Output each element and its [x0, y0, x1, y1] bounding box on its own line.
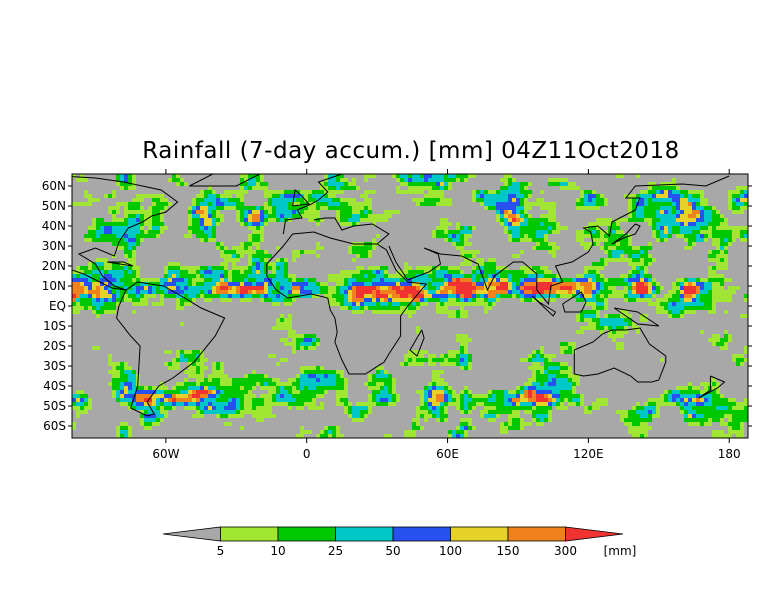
colorbar-level-label: 100	[439, 544, 462, 558]
lat-tick-label: 20S	[43, 339, 66, 353]
coastline-segment	[698, 375, 726, 399]
coastline-segment	[292, 189, 311, 207]
lat-tick-label: 10N	[42, 279, 66, 293]
colorbar-high-triangle	[565, 526, 624, 542]
coastline-segment	[573, 327, 667, 383]
coastline-segment	[72, 176, 179, 291]
rainfall-field	[72, 174, 748, 438]
colorbar-low-triangle	[162, 526, 221, 542]
lat-tick-label: EQ	[49, 299, 66, 313]
lat-tick-label: 60N	[42, 179, 66, 193]
coastline-segment	[116, 281, 226, 417]
colorbar-level-label: 25	[328, 544, 343, 558]
lon-tick-label: 120E	[573, 447, 604, 461]
colorbar-unit-label: [mm]	[604, 544, 637, 558]
colorbar-level-label: 300	[554, 544, 577, 558]
coastline-segment	[266, 231, 428, 375]
lon-tick-label: 180	[718, 447, 741, 461]
longitude-axis: 60W060E120E180120W60W	[152, 169, 741, 461]
lon-tick-label: 60W	[152, 447, 179, 461]
colorbar-segment	[277, 526, 336, 542]
colorbar-level-label: 50	[385, 544, 400, 558]
lat-tick-label: 30N	[42, 239, 66, 253]
coastline-segment	[313, 217, 390, 245]
lat-tick-label: 30S	[43, 359, 66, 373]
colorbar-segment	[220, 526, 279, 542]
lat-tick-label: 20N	[42, 259, 66, 273]
coastline-segment	[531, 295, 557, 317]
colorbar-segment	[507, 526, 566, 542]
colorbar-level-label: 150	[497, 544, 520, 558]
coastlines	[72, 174, 784, 417]
coastline-segment	[189, 174, 261, 187]
lon-tick-label: 0	[303, 447, 311, 461]
colorbar-level-label: 5	[217, 544, 225, 558]
coastline-segment	[107, 261, 134, 267]
coastline-segment	[388, 175, 730, 306]
lat-tick-label: 60S	[43, 419, 66, 433]
lon-tick-label: 60E	[436, 447, 459, 461]
coastline-segment	[613, 307, 660, 327]
map-title: Rainfall (7-day accum.) [mm] 04Z11Oct201…	[142, 138, 680, 164]
lat-tick-label: 50N	[42, 199, 66, 213]
colorbar: 5 10 25 50 100 150 300 [mm]	[162, 526, 637, 558]
coastline-segment	[562, 291, 587, 313]
colorbar-segment	[335, 526, 394, 542]
lat-tick-label: 40N	[42, 219, 66, 233]
lat-tick-label: 10S	[43, 319, 66, 333]
coastline-segment	[282, 174, 748, 235]
colorbar-level-label: 10	[270, 544, 285, 558]
colorbar-segment	[450, 526, 509, 542]
lat-tick-label: 50S	[43, 399, 66, 413]
coastline-segment	[611, 223, 641, 245]
latitude-axis: 60N 50N 40N 30N 20N 10N EQ 10S 20S 30S 40S 50S 60S	[42, 179, 752, 433]
lat-tick-label: 40S	[43, 379, 66, 393]
colorbar-segment	[392, 526, 451, 542]
coastline-segment	[409, 329, 425, 357]
coastline-segment-wrap	[757, 174, 784, 290]
